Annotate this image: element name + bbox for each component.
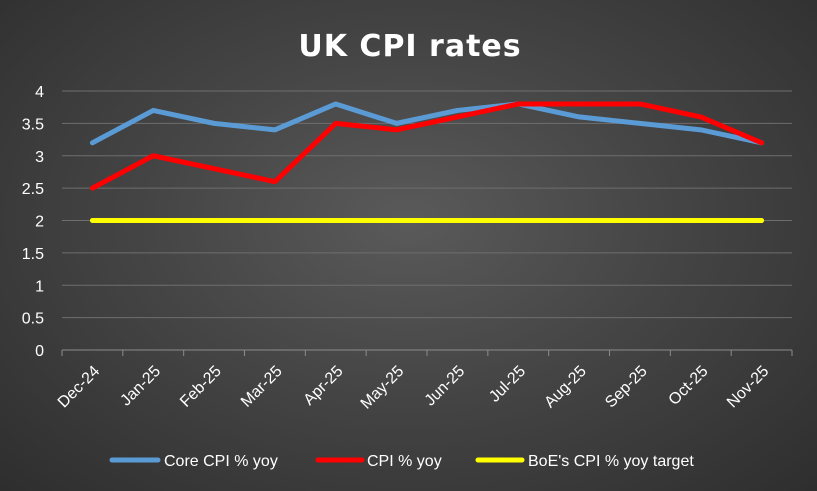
y-tick-label: 3 bbox=[35, 149, 44, 166]
series-lines bbox=[89, 101, 765, 223]
x-tick-label: Sep-25 bbox=[602, 363, 651, 412]
legend: Core CPI % yoy CPI % yoy BoE's CPI % yoy t… bbox=[109, 453, 694, 470]
x-tick-label: Apr-25 bbox=[301, 363, 347, 409]
legend-label: CPI % yoy bbox=[367, 453, 442, 470]
y-tick-label: 2 bbox=[35, 214, 44, 231]
y-axis-ticks: 0 0.5 1 1.5 2 2.5 3 3.5 4 bbox=[22, 84, 44, 360]
x-tick-label: Mar-25 bbox=[238, 363, 286, 411]
x-tick-label: Oct-25 bbox=[666, 363, 712, 409]
chart-title: UK CPI rates bbox=[298, 29, 521, 64]
series-line-1 bbox=[89, 101, 765, 191]
y-tick-label: 4 bbox=[35, 84, 44, 101]
x-tick-label: Dec-24 bbox=[55, 363, 104, 412]
y-tick-label: 3.5 bbox=[22, 116, 44, 133]
y-tick-label: 0.5 bbox=[22, 311, 44, 328]
x-tick-label: Nov-25 bbox=[724, 363, 773, 412]
x-tick-label: Feb-25 bbox=[177, 363, 225, 411]
series-line-0 bbox=[89, 101, 765, 146]
y-tick-label: 1 bbox=[35, 278, 44, 295]
x-tick-label: May-25 bbox=[358, 363, 408, 413]
x-tick-label: Jan-25 bbox=[117, 363, 164, 410]
legend-label: BoE's CPI % yoy target bbox=[528, 453, 694, 470]
x-tick-label: Jul-25 bbox=[486, 363, 529, 406]
y-tick-label: 0 bbox=[35, 343, 44, 360]
legend-label: Core CPI % yoy bbox=[164, 453, 278, 470]
y-tick-label: 1.5 bbox=[22, 246, 44, 263]
y-tick-label: 2.5 bbox=[22, 181, 44, 198]
x-axis-ticks: Dec-24 Jan-25 Feb-25 Mar-25 Apr-25 May-25 Jun-… bbox=[55, 350, 793, 413]
x-tick-label: Aug-25 bbox=[541, 363, 590, 412]
x-tick-label: Jun-25 bbox=[422, 363, 469, 410]
